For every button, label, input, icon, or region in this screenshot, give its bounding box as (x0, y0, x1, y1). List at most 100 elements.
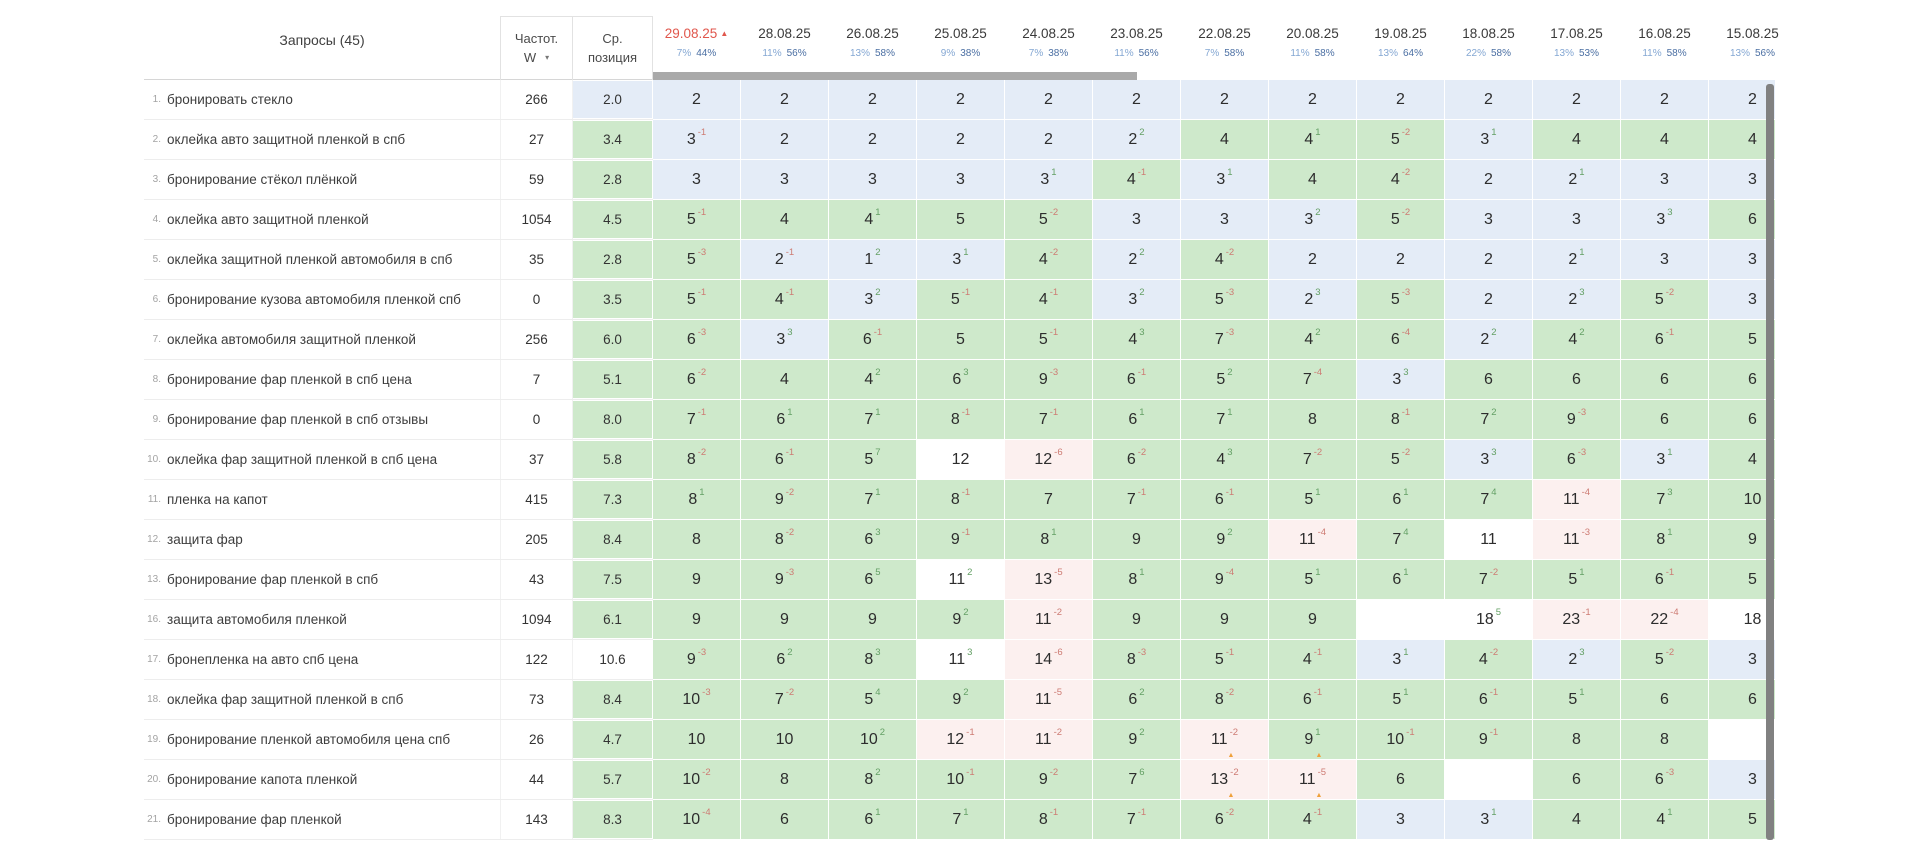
avg-position-cell: 2.8 (573, 240, 653, 279)
date-column-header[interactable]: 19.08.25 13% 64% (1357, 0, 1444, 80)
position-cell: 6 -2 (1181, 800, 1268, 839)
position-cell: 2 (1533, 80, 1620, 119)
position-change: 2 (879, 727, 886, 738)
position-value: 7 (1038, 410, 1048, 428)
avg-position-value: 8.3 (573, 801, 652, 838)
position-change: -2 (1053, 607, 1063, 618)
position-change: -3 (1049, 367, 1059, 378)
position-value: 4 (1660, 130, 1669, 148)
query-text[interactable]: защита фар (167, 532, 243, 547)
row-left: 11. пленка на капот 415 7.3 (144, 480, 653, 520)
position-cell: 3 (1709, 760, 1775, 799)
position-value: 4 (774, 290, 784, 308)
query-text[interactable]: оклейка автомобиля защитной пленкой (167, 332, 416, 347)
position-change: 4 (1403, 527, 1409, 538)
position-change: 2 (1139, 727, 1145, 738)
date-column-header[interactable]: 23.08.25 11% 56% (1093, 0, 1180, 80)
avg-position-value: 7.3 (573, 481, 652, 518)
warning-icon: ▲ (1227, 792, 1235, 799)
position-value: 5 (1748, 330, 1757, 348)
table-row: 13. бронирование фар пленкой в спб 43 7.5 9 9… (144, 560, 1775, 600)
position-cell: 6 (1533, 760, 1620, 799)
position-value: 2 (1304, 290, 1314, 308)
position-cell: 8 -3 (1093, 640, 1180, 679)
position-value: 6 (1302, 690, 1312, 708)
position-value: 3 (692, 170, 701, 188)
horizontal-scrollbar[interactable] (653, 72, 1137, 80)
position-change: 3 (875, 527, 881, 538)
position-change: 1 (1579, 567, 1585, 578)
position-value: 5 (956, 210, 965, 228)
query-text[interactable]: бронирование фар пленкой (167, 812, 342, 827)
position-cell: 8 -2 (653, 440, 740, 479)
date-column-header[interactable]: 29.08.25 ▲ 7% 44% (653, 0, 740, 80)
date-column-header[interactable]: 15.08.25 13% 56% (1709, 0, 1796, 80)
position-change: 2 (1227, 367, 1233, 378)
position-change: -4 (702, 807, 711, 818)
query-text[interactable]: бронирование фар пленкой в спб отзывы (167, 412, 429, 427)
query-text[interactable]: оклейка фар защитной пленкой в спб цена (167, 452, 438, 467)
position-value: 6 (1390, 330, 1400, 348)
position-value: 2 (1396, 90, 1405, 108)
position-value: 8 (686, 450, 696, 468)
position-value: 3 (1220, 210, 1229, 228)
date-column-header[interactable]: 18.08.25 22% 58% (1445, 0, 1532, 80)
date-column-header[interactable]: 24.08.25 7% 38% (1005, 0, 1092, 80)
date-label: 28.08.25 (758, 25, 811, 41)
date-column-header[interactable]: 17.08.25 13% 53% (1533, 0, 1620, 80)
query-text[interactable]: оклейка авто защитной пленкой в спб (167, 132, 406, 147)
date-column-header[interactable]: 22.08.25 7% 58% (1181, 0, 1268, 80)
query-text[interactable]: бронирование фар пленкой в спб (167, 572, 379, 587)
date-column-header[interactable]: 26.08.25 13% 58% (829, 0, 916, 80)
position-cell: 7 -2 (1445, 560, 1532, 599)
query-text[interactable]: бронирование фар пленкой в спб цена (167, 372, 412, 387)
avg-position-value: 10.6 (573, 641, 652, 678)
position-cell: 5 -2 (1357, 200, 1444, 239)
position-cell: 6 (1445, 360, 1532, 399)
position-value: 4 (1748, 130, 1757, 148)
position-cell: 6 (1357, 760, 1444, 799)
position-change: -2 (1053, 727, 1063, 738)
date-column-header[interactable]: 28.08.25 11% 56% (741, 0, 828, 80)
query-text[interactable]: защита автомобиля пленкой (167, 612, 347, 627)
query-text[interactable]: оклейка фар защитной пленкой в спб (167, 692, 404, 707)
position-change: -5 (1054, 567, 1063, 578)
avg-position-cell: 8.0 (573, 400, 653, 439)
query-text[interactable]: оклейка авто защитной пленкой (167, 212, 369, 227)
position-cell: 11 -4 (1533, 480, 1620, 519)
position-value: 2 (1480, 330, 1490, 348)
table-row: 16. защита автомобиля пленкой 1094 6.1 9 9 9 9 2… (144, 600, 1775, 640)
position-change: -4 (1317, 527, 1327, 538)
query-text[interactable]: бронирование пленкой автомобиля цена спб (167, 732, 451, 747)
position-value: 3 (1656, 450, 1666, 468)
date-column-header[interactable]: 16.08.25 11% 58% (1621, 0, 1708, 80)
position-value: 2 (1572, 90, 1581, 108)
position-change: -1 (1137, 807, 1147, 818)
query-text[interactable]: бронепленка на авто спб цена (167, 652, 359, 667)
position-value: 6 (1748, 410, 1757, 428)
position-value: 11 (1298, 530, 1316, 548)
position-cell: 9 (653, 560, 740, 599)
position-value: 9 (950, 530, 960, 548)
frequency-column-header[interactable]: Частот. W ▾ (500, 16, 573, 80)
query-text[interactable]: пленка на капот (167, 492, 268, 507)
vertical-scrollbar[interactable] (1766, 84, 1774, 840)
pct-visibility: 58% (875, 47, 896, 59)
query-text[interactable]: бронирование капота пленкой (167, 772, 358, 787)
query-text[interactable]: оклейка защитной пленкой автомобиля в сп… (167, 252, 453, 267)
position-value: 3 (868, 170, 877, 188)
avg-position-cell: 8.4 (573, 680, 653, 719)
query-text[interactable]: бронирование кузова автомобиля пленкой с… (167, 292, 461, 307)
query-text[interactable]: бронировать стекло (167, 92, 293, 107)
position-change: -6 (1054, 447, 1063, 458)
pct-top: 13% (1729, 47, 1750, 59)
position-cell: 10 -1 (1357, 720, 1444, 759)
date-column-header[interactable]: 25.08.25 9% 38% (917, 0, 1004, 80)
date-column-header[interactable]: 20.08.25 11% 58% (1269, 0, 1356, 80)
query-text[interactable]: бронирование стёкол плёнкой (167, 172, 358, 187)
warning-icon: ▲ (1315, 752, 1323, 759)
